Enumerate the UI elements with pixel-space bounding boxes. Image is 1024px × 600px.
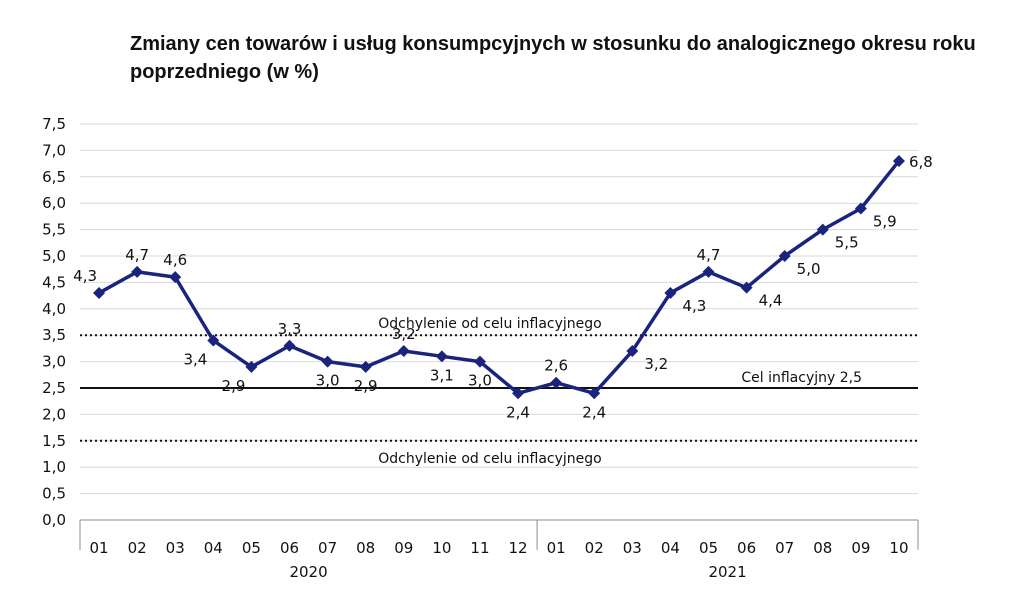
data-label: 5,0 [797, 260, 821, 278]
x-tick-label: 05 [699, 539, 718, 557]
data-label: 2,9 [222, 377, 246, 395]
reference-line-label: Cel inflacyjny 2,5 [741, 370, 862, 386]
x-tick-label: 10 [432, 539, 451, 557]
y-tick-label: 2,0 [42, 405, 66, 423]
data-label: 5,9 [873, 212, 897, 230]
x-tick-label: 06 [280, 539, 299, 557]
x-tick-label: 01 [547, 539, 566, 557]
data-point-marker [740, 281, 753, 294]
x-tick-label: 07 [318, 539, 337, 557]
data-point-marker [397, 345, 410, 358]
data-point-marker [169, 271, 182, 284]
data-point-marker [359, 360, 372, 373]
data-point-marker [512, 387, 525, 400]
data-label: 4,3 [682, 297, 706, 315]
data-labels: 4,3 4,7 4,6 3,4 2,9 3,3 3,0 2,9 3,2 3,1 3,0 2,4 2,6 2… [73, 153, 933, 421]
x-tick-label: 07 [775, 539, 794, 557]
reference-line-label: Odchylenie od celu inflacyjnego [378, 451, 602, 467]
data-point-marker [283, 339, 296, 352]
y-tick-label: 5,0 [42, 247, 66, 265]
data-label: 3,0 [468, 372, 492, 390]
x-tick-label: 05 [242, 539, 261, 557]
y-tick-label: 7,5 [42, 115, 66, 133]
series-layer [93, 154, 905, 400]
y-tick-label: 4,0 [42, 300, 66, 318]
x-tick-label: 10 [889, 539, 908, 557]
y-tick-label: 1,0 [42, 458, 66, 476]
data-label: 4,6 [163, 251, 187, 269]
data-label: 4,3 [73, 267, 97, 285]
year-label: 2020 [289, 563, 327, 581]
data-label: 2,4 [506, 403, 530, 421]
y-tick-label: 4,5 [42, 273, 66, 291]
data-label: 3,2 [644, 355, 668, 373]
data-label: 3,4 [183, 350, 207, 368]
x-tick-label: 01 [89, 539, 108, 557]
data-point-marker [588, 387, 601, 400]
data-point-marker [93, 286, 106, 299]
data-point-marker [626, 345, 639, 358]
x-tick-label: 03 [166, 539, 185, 557]
y-tick-label: 0,5 [42, 485, 66, 503]
x-tick-label: 08 [813, 539, 832, 557]
grid-layer [80, 123, 918, 495]
y-tick-label: 0,0 [42, 511, 66, 529]
x-tick-label: 09 [394, 539, 413, 557]
chart-title: Zmiany cen towarów i usług konsumpcyjnyc… [130, 33, 976, 83]
y-tick-label: 1,5 [42, 432, 66, 450]
data-label: 3,1 [430, 366, 454, 384]
data-label: 2,6 [544, 357, 568, 375]
data-point-marker [207, 334, 220, 347]
series-line [98, 159, 901, 396]
data-point-marker [854, 202, 867, 215]
axes: 0,0 0,5 1,0 1,5 2,0 2,5 3,0 3,5 4,0 4,5 5,0 5,5 6,0 6… [42, 115, 919, 581]
y-tick-label: 6,5 [42, 168, 66, 186]
data-label: 4,7 [697, 246, 721, 264]
data-point-marker [245, 360, 258, 373]
x-tick-label: 04 [661, 539, 680, 557]
data-point-marker [321, 355, 334, 368]
reference-line-label: Odchylenie od celu inflacyjnego [378, 316, 602, 332]
y-tick-label: 5,5 [42, 221, 66, 239]
data-point-marker [892, 154, 905, 167]
x-tick-label: 09 [851, 539, 870, 557]
data-label: 3,2 [392, 325, 416, 343]
data-point-marker [778, 250, 791, 262]
x-tick-label: 06 [737, 539, 756, 557]
data-label: 3,0 [316, 372, 340, 390]
x-tick-label: 11 [470, 539, 489, 557]
data-label: 5,5 [835, 234, 859, 252]
data-point-marker [473, 355, 486, 368]
x-tick-label: 12 [508, 539, 527, 557]
y-tick-label: 7,0 [42, 141, 66, 159]
data-label: 6,8 [909, 153, 933, 171]
y-tick-label: 3,0 [42, 353, 66, 371]
data-point-marker [664, 286, 677, 299]
x-tick-label: 04 [204, 539, 223, 557]
x-tick-label: 02 [585, 539, 604, 557]
data-label: 2,9 [354, 377, 378, 395]
y-tick-label: 3,5 [42, 326, 66, 344]
reference-lines: Odchylenie od celu inflacyjnego Cel infla… [80, 316, 918, 467]
x-tick-label: 08 [356, 539, 375, 557]
data-label: 4,7 [125, 246, 149, 264]
year-label: 2021 [708, 563, 746, 581]
data-point-marker [435, 350, 448, 363]
data-point-marker [131, 265, 144, 278]
x-tick-label: 03 [623, 539, 642, 557]
data-point-marker [702, 265, 715, 278]
data-label: 3,3 [278, 320, 302, 338]
y-tick-label: 6,0 [42, 194, 66, 212]
y-tick-label: 2,5 [42, 379, 66, 397]
data-point-marker [816, 223, 829, 236]
data-label: 4,4 [759, 292, 783, 310]
data-label: 2,4 [582, 403, 606, 421]
x-tick-label: 02 [128, 539, 147, 557]
data-point-marker [550, 376, 563, 389]
